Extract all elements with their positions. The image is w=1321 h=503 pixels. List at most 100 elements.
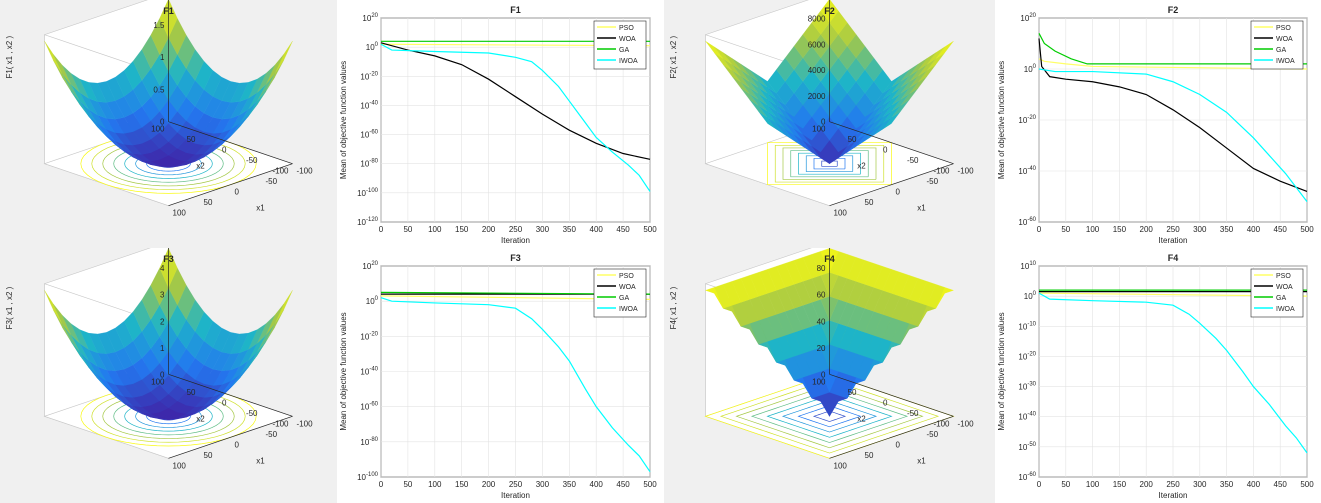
x-tick-label: 150	[455, 225, 469, 234]
x-tick-label: 400	[590, 225, 604, 234]
x2-tick-label: -100	[272, 419, 289, 428]
x1-tick-label: -50	[927, 177, 939, 186]
x-tick-label: 450	[1274, 225, 1288, 234]
x2-axis-line	[168, 121, 293, 165]
surface-panel-f2: 0200040006000800010000-100-50050100-100-…	[664, 0, 995, 248]
x2-tick-label: 0	[222, 146, 227, 155]
x-tick-label: 0	[379, 225, 384, 234]
contour-ring	[91, 389, 246, 443]
x-tick-label: 100	[428, 225, 442, 234]
series-line-woa	[1038, 38, 1308, 192]
legend-label: PSO	[619, 25, 634, 32]
y-tick-label: 10-120	[357, 217, 379, 227]
y-tick-label: 10-60	[1018, 217, 1036, 227]
x1-tick-label: 50	[865, 198, 874, 207]
convergence-panel-f2: 0 50 100 150 200 250 300 350 400 450 500 10-60 10-40…	[995, 0, 1321, 248]
x2-tick-label: -50	[907, 156, 919, 165]
x1-tick-label: -100	[958, 419, 975, 428]
surface-patch	[274, 290, 293, 324]
chart-title: F3	[510, 253, 521, 263]
x1-axis-label: x1	[917, 204, 926, 213]
convergence-chart-f2: 0 50 100 150 200 250 300 350 400 450 500 10-60 10-40…	[997, 5, 1314, 245]
y-tick-label: 100	[366, 296, 379, 306]
legend-box	[1250, 268, 1304, 318]
x-tick-label: 50	[1061, 225, 1070, 234]
x-tick-label: 0	[379, 480, 384, 489]
x2-tick-label: -100	[272, 167, 289, 176]
z-tick-label: 0	[160, 370, 165, 379]
x1-tick-label: 0	[896, 188, 901, 197]
y-tick-label: 100	[1024, 64, 1037, 74]
z-tick-label: 0.5	[153, 85, 165, 94]
x-tick-label: 50	[403, 480, 412, 489]
legend-box	[1250, 20, 1304, 70]
x-tick-label: 300	[536, 225, 550, 234]
y-tick-label: 10-60	[360, 130, 378, 140]
y-tick-label: 10-40	[1018, 166, 1036, 176]
legend-label: PSO	[1276, 25, 1291, 32]
chart-title: F2	[1168, 5, 1179, 15]
x-tick-label: 500	[643, 480, 657, 489]
legend-label: PSO	[619, 273, 634, 280]
contour-ring	[782, 147, 877, 180]
surface-patch	[935, 41, 954, 59]
y-tick-label: 100	[1024, 291, 1037, 301]
surface-patch	[265, 303, 284, 335]
x-tick-label: 500	[1300, 225, 1314, 234]
x1-tick-label: 50	[204, 198, 213, 207]
y-tick-label: 10-30	[1018, 382, 1036, 392]
surface-plot-f2: 0200040006000800010000-100-50050100-100-…	[669, 0, 974, 218]
y-tick-label: 10-40	[360, 100, 378, 110]
x2-tick-label: 50	[848, 388, 857, 397]
x-tick-label: 100	[1086, 225, 1100, 234]
contour-ring	[797, 405, 862, 428]
x2-tick-label: 50	[187, 135, 196, 144]
z-tick-label: 4	[160, 264, 165, 273]
x-tick-label: 300	[1193, 480, 1207, 489]
x1-axis-label: x1	[256, 204, 265, 213]
x1-tick-label: 0	[235, 440, 240, 449]
convergence-chart-f4: 0 50 100 150 200 250 300 350 400 450 500 10-60 10-50…	[997, 253, 1314, 500]
y-tick-label: 1020	[1020, 13, 1036, 23]
surface-title: F4	[824, 254, 835, 264]
x-tick-label: 250	[509, 225, 523, 234]
convergence-panel-f4: 0 50 100 150 200 250 300 350 400 450 500 10-60 10-50…	[995, 248, 1321, 503]
x-tick-label: 350	[563, 480, 577, 489]
x-tick-label: 450	[1274, 480, 1288, 489]
x-tick-label: 250	[1166, 480, 1180, 489]
x2-tick-label: -100	[933, 167, 950, 176]
x2-tick-label: 100	[812, 125, 826, 134]
y-tick-label: 10-80	[360, 437, 378, 447]
x2-tick-label: 100	[151, 377, 165, 386]
x2-axis-line	[168, 373, 293, 417]
contour-ring	[719, 379, 940, 454]
x2-tick-label: 50	[848, 135, 857, 144]
y-tick-label: 10-40	[360, 367, 378, 377]
x2-axis-label: x2	[196, 162, 205, 171]
x-tick-label: 0	[1037, 225, 1042, 234]
legend-label: GA	[1276, 47, 1286, 54]
x1-tick-label: -100	[297, 419, 314, 428]
x2-tick-label: 50	[187, 388, 196, 397]
x2-tick-label: -50	[246, 156, 258, 165]
x-axis-label: Iteration	[1159, 491, 1188, 500]
x1-tick-label: -50	[927, 430, 939, 439]
legend-label: WOA	[1276, 36, 1293, 43]
x1-tick-label: 50	[865, 451, 874, 460]
x-tick-label: 350	[1220, 225, 1234, 234]
x-tick-label: 250	[509, 480, 523, 489]
z-tick-label: 0	[160, 118, 165, 127]
surface-panel-f4: 020406080100-100-50050100-100-50050100F4…	[664, 248, 995, 503]
x-tick-label: 50	[403, 225, 412, 234]
x2-tick-label: -50	[907, 409, 919, 418]
y-tick-label: 1020	[362, 261, 378, 271]
x1-axis-line	[168, 415, 293, 459]
legend-label: GA	[1276, 295, 1286, 302]
series-line-iwoa	[1038, 292, 1308, 454]
x-tick-label: 350	[1220, 480, 1234, 489]
x2-axis-line	[829, 121, 954, 165]
z-tick-label: 8000	[808, 15, 826, 24]
convergence-chart-f3: 0 50 100 150 200 250 300 350 400 450 500 10-100 10-8…	[339, 253, 657, 500]
x-tick-label: 450	[616, 480, 630, 489]
